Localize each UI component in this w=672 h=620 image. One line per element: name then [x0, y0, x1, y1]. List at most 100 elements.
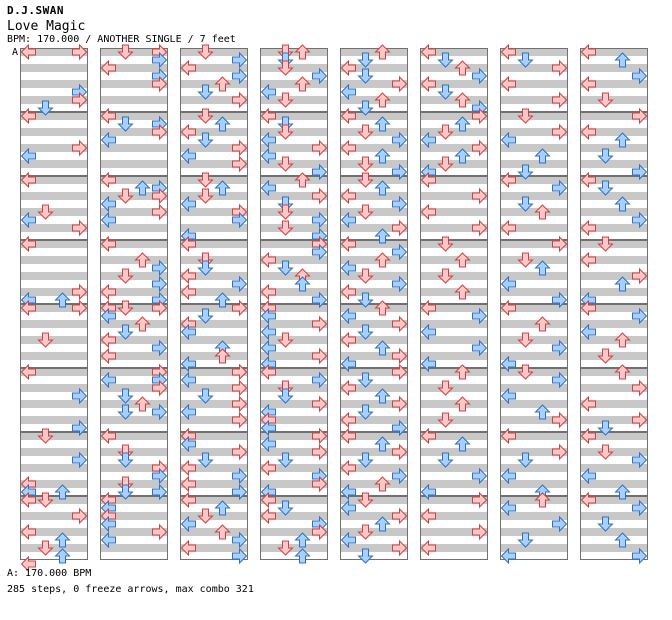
beat-stripe — [180, 448, 248, 456]
beat-stripe — [420, 544, 488, 552]
beat-stripe — [340, 224, 408, 232]
left-arrow-icon — [420, 171, 436, 189]
beat-stripe — [340, 384, 408, 392]
up-arrow-icon — [374, 116, 391, 132]
right-arrow-icon — [72, 43, 88, 61]
down-arrow-icon — [437, 452, 454, 468]
beat-stripe — [180, 416, 248, 424]
beat-stripe — [260, 64, 328, 72]
beat-stripe — [420, 64, 488, 72]
beat-stripe — [260, 496, 328, 504]
beat-stripe — [340, 416, 408, 424]
beat-stripe — [100, 528, 168, 536]
beat-stripe — [340, 336, 408, 344]
right-arrow-icon — [312, 523, 328, 541]
beat-stripe — [100, 272, 168, 280]
beat-stripe — [180, 144, 248, 152]
down-arrow-icon — [117, 188, 134, 204]
right-arrow-icon — [152, 123, 168, 141]
measure-box — [260, 240, 328, 304]
beat-stripe — [580, 256, 648, 264]
right-arrow-icon — [232, 547, 248, 565]
beat-stripe — [580, 416, 648, 424]
measure-box — [340, 432, 408, 496]
beat-stripe — [420, 352, 488, 360]
down-arrow-icon — [437, 84, 454, 100]
up-arrow-icon — [614, 484, 631, 500]
right-arrow-icon — [392, 275, 408, 293]
beat-stripe — [100, 176, 168, 184]
beat-stripe — [180, 464, 248, 472]
right-arrow-icon — [392, 363, 408, 381]
left-arrow-icon — [180, 123, 196, 141]
chart-column — [100, 43, 168, 560]
down-arrow-icon — [357, 404, 374, 420]
right-arrow-icon — [552, 123, 568, 141]
beat-stripe — [340, 112, 408, 120]
beat-stripe — [180, 480, 248, 488]
beat-stripe — [340, 496, 408, 504]
down-arrow-icon — [517, 252, 534, 268]
left-arrow-icon — [100, 531, 116, 549]
beat-stripe — [420, 368, 488, 376]
left-arrow-icon — [20, 235, 36, 253]
up-arrow-icon — [374, 252, 391, 268]
beat-stripe — [100, 80, 168, 88]
beat-stripe — [20, 128, 88, 136]
beat-stripe — [20, 96, 88, 104]
beat-stripe — [500, 288, 568, 296]
down-arrow-icon — [117, 324, 134, 340]
left-arrow-icon — [260, 179, 276, 197]
left-arrow-icon — [340, 355, 356, 373]
beat-stripe — [500, 320, 568, 328]
right-arrow-icon — [472, 139, 488, 157]
beat-stripe — [100, 112, 168, 120]
right-arrow-icon — [632, 379, 648, 397]
up-arrow-icon — [374, 180, 391, 196]
right-arrow-icon — [472, 523, 488, 541]
left-arrow-icon — [580, 75, 596, 93]
beat-stripe — [340, 512, 408, 520]
beat-stripe — [180, 400, 248, 408]
beat-stripe — [500, 368, 568, 376]
beat-stripe — [420, 240, 488, 248]
measure-box — [20, 240, 88, 304]
right-arrow-icon — [392, 443, 408, 461]
down-arrow-icon — [357, 156, 374, 172]
up-arrow-icon — [134, 180, 151, 196]
beat-stripe — [420, 528, 488, 536]
down-arrow-icon — [277, 204, 294, 220]
beat-stripe — [180, 512, 248, 520]
right-arrow-icon — [72, 283, 88, 301]
left-arrow-icon — [180, 371, 196, 389]
beat-stripe — [500, 512, 568, 520]
left-arrow-icon — [260, 507, 276, 525]
beat-stripe — [180, 256, 248, 264]
up-arrow-icon — [614, 196, 631, 212]
beat-stripe — [20, 320, 88, 328]
down-arrow-icon — [517, 52, 534, 68]
left-arrow-icon — [260, 283, 276, 301]
chart-column — [340, 44, 408, 564]
measure-box — [20, 432, 88, 496]
measure-box — [420, 432, 488, 496]
left-arrow-icon — [180, 539, 196, 557]
measure-box — [580, 48, 648, 112]
left-arrow-icon — [100, 515, 116, 533]
beat-stripe — [100, 64, 168, 72]
up-arrow-icon — [454, 252, 471, 268]
left-arrow-icon — [260, 307, 276, 325]
beat-stripe — [420, 512, 488, 520]
beat-stripe — [580, 464, 648, 472]
left-arrow-icon — [20, 299, 36, 317]
down-arrow-icon — [357, 524, 374, 540]
chart-meta: BPM: 170.000 / ANOTHER SINGLE / 7 feet — [7, 34, 236, 45]
beat-stripe — [180, 336, 248, 344]
beat-stripe — [180, 272, 248, 280]
beat-stripe — [20, 112, 88, 120]
beat-stripe — [180, 240, 248, 248]
up-arrow-icon — [294, 276, 311, 292]
beat-stripe — [100, 352, 168, 360]
measure-box — [180, 176, 248, 240]
up-arrow-icon — [54, 484, 71, 500]
